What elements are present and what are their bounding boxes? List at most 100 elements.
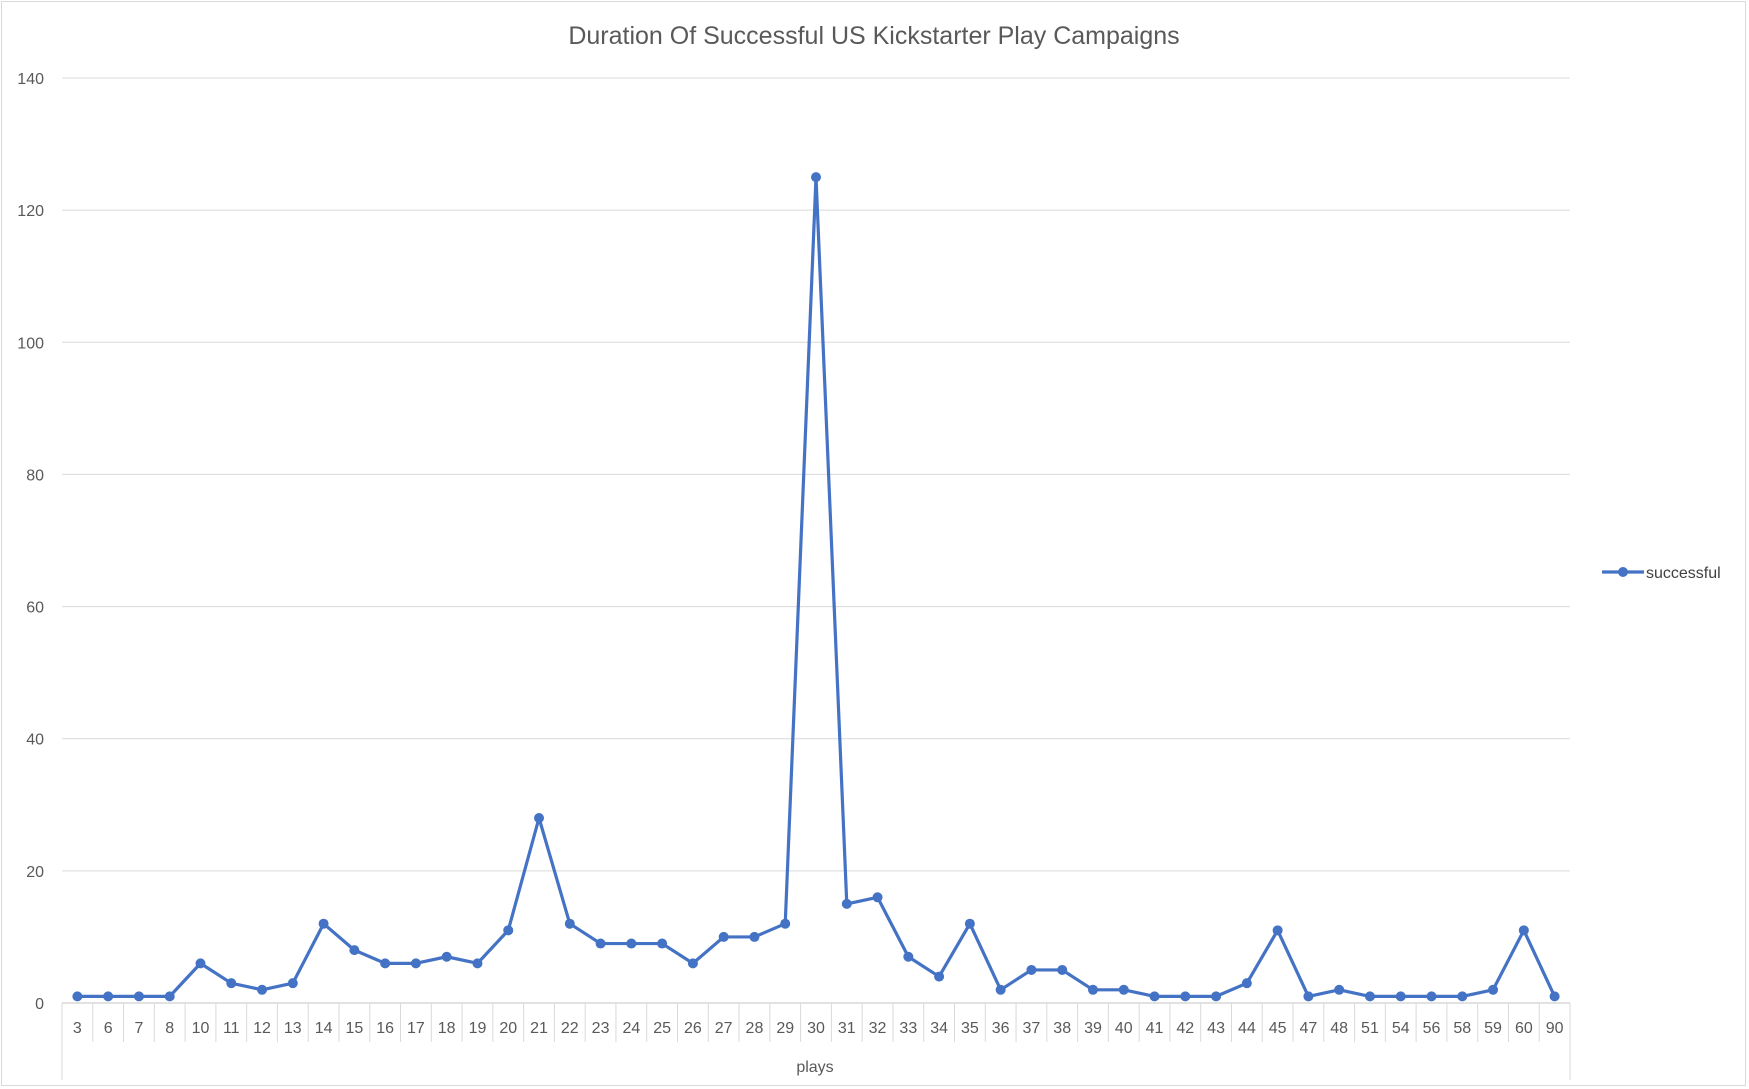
data-point xyxy=(1272,925,1283,936)
x-tick-label: 40 xyxy=(1115,1020,1133,1037)
y-tick-label: 0 xyxy=(35,996,44,1013)
data-point xyxy=(1395,991,1406,1002)
data-point xyxy=(1026,964,1037,975)
x-tick-label: 37 xyxy=(1023,1020,1041,1037)
data-point xyxy=(1149,991,1160,1002)
data-point xyxy=(903,951,914,962)
data-point xyxy=(964,918,975,929)
y-tick-label: 80 xyxy=(26,467,44,484)
data-point xyxy=(195,958,206,969)
data-point xyxy=(1549,991,1560,1002)
y-tick-label: 120 xyxy=(17,203,44,220)
x-tick-label: 31 xyxy=(838,1020,856,1037)
data-point xyxy=(410,958,421,969)
data-point xyxy=(472,958,483,969)
x-tick-label: 13 xyxy=(284,1020,302,1037)
x-tick-label: 48 xyxy=(1330,1020,1348,1037)
data-point xyxy=(133,991,144,1002)
x-tick-label: 60 xyxy=(1515,1020,1533,1037)
x-tick-label: 42 xyxy=(1176,1020,1194,1037)
chart-title: Duration Of Successful US Kickstarter Pl… xyxy=(568,22,1179,50)
x-tick-label: 56 xyxy=(1423,1020,1441,1037)
x-tick-label: 51 xyxy=(1361,1020,1379,1037)
x-tick-label: 7 xyxy=(134,1020,143,1037)
x-tick-label: 29 xyxy=(776,1020,794,1037)
x-tick-label: 38 xyxy=(1053,1020,1071,1037)
x-tick-label: 39 xyxy=(1084,1020,1102,1037)
x-tick-label: 18 xyxy=(438,1020,456,1037)
x-axis: 3 6 7 8 10 11 12 13 14 15 16 17 18 19 20 21 22 23 24 25 26 27… xyxy=(61,1002,1571,1080)
x-tick-label: 10 xyxy=(192,1020,210,1037)
x-tick-label: 24 xyxy=(622,1020,640,1037)
data-point xyxy=(441,951,452,962)
x-tick-label: 47 xyxy=(1300,1020,1318,1037)
x-tick-label: 36 xyxy=(992,1020,1010,1037)
x-tick-label: 54 xyxy=(1392,1020,1410,1037)
x-tick-label: 27 xyxy=(715,1020,733,1037)
series-layer xyxy=(72,172,1560,1002)
data-point xyxy=(749,931,760,942)
data-point xyxy=(841,898,852,909)
x-tick-label: 3 xyxy=(73,1020,82,1037)
x-tick-label: 41 xyxy=(1146,1020,1164,1037)
legend-label: successful xyxy=(1646,565,1721,582)
x-tick-label: 32 xyxy=(869,1020,887,1037)
x-tick-label: 26 xyxy=(684,1020,702,1037)
x-tick-label: 12 xyxy=(253,1020,271,1037)
x-tick-label: 23 xyxy=(592,1020,610,1037)
data-point xyxy=(1426,991,1437,1002)
data-point xyxy=(164,991,175,1002)
data-point xyxy=(103,991,114,1002)
data-point xyxy=(687,958,698,969)
x-tick-label: 34 xyxy=(930,1020,948,1037)
x-axis-title: plays xyxy=(796,1059,833,1076)
series-line-successful xyxy=(77,175,1557,998)
x-tick-label: 58 xyxy=(1453,1020,1471,1037)
data-point xyxy=(287,978,298,989)
x-tick-label: 20 xyxy=(499,1020,517,1037)
data-point xyxy=(934,971,945,982)
y-tick-label: 20 xyxy=(26,864,44,881)
y-tick-label: 60 xyxy=(26,600,44,617)
x-tick-label: 8 xyxy=(165,1020,174,1037)
data-point xyxy=(380,958,391,969)
data-point xyxy=(1518,925,1529,936)
x-tick-label: 19 xyxy=(469,1020,487,1037)
data-point xyxy=(257,984,268,995)
data-point xyxy=(657,938,668,949)
data-point xyxy=(1303,991,1314,1002)
data-point xyxy=(872,892,883,903)
legend-marker xyxy=(1618,567,1628,577)
data-point xyxy=(1057,964,1068,975)
x-tick-label: 16 xyxy=(376,1020,394,1037)
data-point xyxy=(72,991,83,1002)
x-tick-label: 11 xyxy=(223,1020,240,1037)
x-tick-label: 17 xyxy=(407,1020,425,1037)
data-point xyxy=(1180,991,1191,1002)
data-point xyxy=(995,984,1006,995)
data-point xyxy=(718,931,729,942)
data-point xyxy=(1457,991,1468,1002)
x-tick-label: 33 xyxy=(899,1020,917,1037)
y-tick-label: 40 xyxy=(26,732,44,749)
data-point xyxy=(318,918,329,929)
data-point xyxy=(1488,984,1499,995)
y-tick-label: 140 xyxy=(17,71,44,88)
data-point xyxy=(349,945,360,956)
x-tick-label: 6 xyxy=(104,1020,113,1037)
y-axis-tick-labels: 0 20 40 60 80 100 120 140 xyxy=(17,71,44,1013)
x-tick-label: 15 xyxy=(345,1020,363,1037)
x-tick-label: 25 xyxy=(653,1020,671,1037)
y-tick-label: 100 xyxy=(17,335,44,352)
data-point xyxy=(1118,984,1129,995)
x-tick-label: 30 xyxy=(807,1020,825,1037)
data-point xyxy=(564,918,575,929)
x-tick-label: 22 xyxy=(561,1020,579,1037)
x-tick-label: 28 xyxy=(746,1020,764,1037)
x-tick-label: 43 xyxy=(1207,1020,1225,1037)
data-point xyxy=(1241,978,1252,989)
legend: successful xyxy=(1602,565,1721,582)
data-point xyxy=(1211,991,1222,1002)
x-tick-label: 44 xyxy=(1238,1020,1256,1037)
